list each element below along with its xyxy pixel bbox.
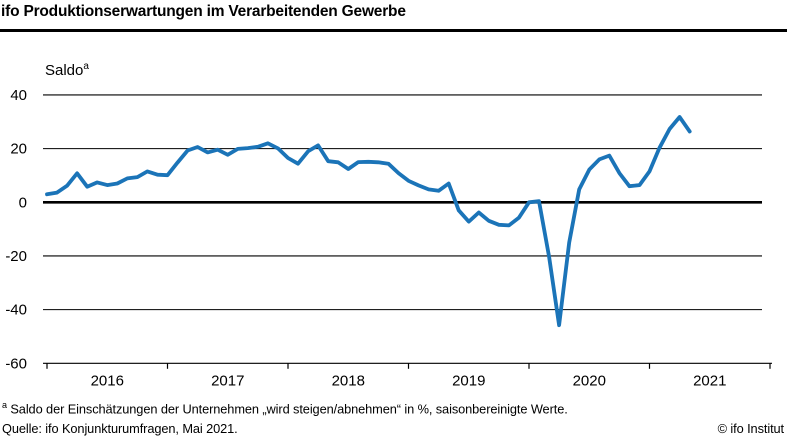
x-tick-label-2016: 2016	[91, 372, 124, 389]
y-tick-label: 20	[10, 141, 27, 158]
chart: 40 20 0 -20 -40 -60 2016 2017 2018 2019 2020 2021	[5, 87, 772, 389]
x-tick-label-2020: 2020	[573, 372, 606, 389]
data-line-produktionserwartungen	[45, 115, 692, 328]
footnote: a Saldo der Einschätzungen der Unternehm…	[2, 400, 568, 416]
y-tick-label: -20	[5, 248, 27, 265]
y-axis-unit-label: Saldoa	[45, 61, 89, 79]
y-axis-unit-text: Saldo	[45, 62, 84, 79]
x-tick-label-2021: 2021	[693, 372, 726, 389]
x-tick-label-2018: 2018	[332, 372, 365, 389]
y-axis-unit-footnote-marker: a	[83, 61, 89, 72]
source-line: Quelle: ifo Konjunkturumfragen, Mai 2021…	[2, 421, 238, 436]
footnote-text: Saldo der Einschätzungen der Unternehmen…	[6, 401, 568, 417]
title-divider-rule	[0, 29, 787, 32]
y-tick-label: 0	[19, 194, 27, 211]
y-tick-label: -60	[5, 355, 27, 372]
x-tick-label-2019: 2019	[452, 372, 485, 389]
x-tick-label-2017: 2017	[211, 372, 244, 389]
chart-title: ifo Produktionserwartungen im Verarbeite…	[1, 3, 406, 20]
y-tick-label: -40	[5, 302, 27, 319]
y-tick-label: 40	[10, 87, 27, 104]
copyright-line: © ifo Institut	[717, 421, 784, 436]
footnote-marker: a	[2, 400, 7, 410]
